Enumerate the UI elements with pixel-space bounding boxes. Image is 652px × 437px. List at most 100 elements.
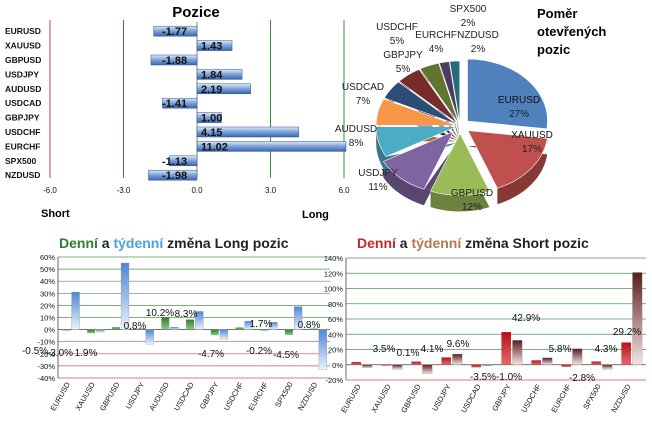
bar-usdcad xyxy=(162,97,198,109)
short-axis-ticks: 140% 120% 100% 80% 60% 40% 20% 0% -20% xyxy=(324,254,344,385)
long-label: Long xyxy=(302,209,329,221)
tick-3: 80% xyxy=(328,300,343,309)
slice-name-xauusd: XAUUSD xyxy=(511,130,553,141)
daily-bar-eurchf xyxy=(260,329,269,331)
slice-gbpusd xyxy=(430,132,490,196)
weekly-bar-xauusd xyxy=(392,364,403,370)
title-daily: Denní xyxy=(357,235,397,251)
daily-bar-usdjpy xyxy=(441,357,451,365)
tick-5: 40% xyxy=(328,330,343,339)
tick-2: 40% xyxy=(40,277,55,286)
slice-nzdusd xyxy=(438,61,460,124)
daily-bar-usdcad xyxy=(471,364,481,368)
category-usdchf: USDCHF xyxy=(5,127,40,137)
value-label-5: 8.3% xyxy=(175,309,198,320)
pie-labels: EURUSD 27% XAUUSD 17% GBPUSD 12% USDJPY 11% AUDU… xyxy=(335,4,553,213)
title-rest: změna Short pozic xyxy=(461,235,589,251)
long-change-title: Denní a týdenní změna Long pozic xyxy=(59,235,289,251)
daily-bar-nzdusd xyxy=(309,328,318,330)
pie-slices xyxy=(375,58,548,196)
pie-title-line1: Poměr xyxy=(537,6,577,21)
bar-usdchf xyxy=(196,126,299,138)
value-label-9: 4.3% xyxy=(595,344,618,355)
slice-pct-eurchf: 4% xyxy=(429,44,444,55)
value-nzdusd: -1.98 xyxy=(162,170,187,182)
weekly-bar-usdcad xyxy=(482,364,493,366)
title-weekly: týdenní xyxy=(113,235,164,251)
tick-1: 50% xyxy=(40,265,55,274)
pie-title-line2: otevřených xyxy=(537,24,606,39)
category-usdchf: USDCHF xyxy=(222,380,246,412)
value-label-8: -2.8% xyxy=(569,373,595,384)
slice-name-usdchf: USDCHF xyxy=(376,22,418,33)
daily-bar-usdcad xyxy=(186,319,194,330)
tick-0: 60% xyxy=(40,253,55,262)
category-usdjpy: USDJPY xyxy=(124,381,147,411)
slice-depth-gbpusd xyxy=(430,149,490,212)
value-label-4: 10.2% xyxy=(146,308,174,319)
daily-bar-gbpusd xyxy=(411,361,421,365)
daily-bar-eurusd xyxy=(62,329,71,331)
category-usdcad: USDCAD xyxy=(459,382,483,414)
value-label-2: 1.9% xyxy=(75,348,98,359)
tick-0: -6.0 xyxy=(43,186,57,195)
slice-name-gbpjpy: GBPJPY xyxy=(383,50,423,61)
slice-name-usdcad: USDCAD xyxy=(342,82,384,93)
weekly-bar-usdchf xyxy=(244,320,253,330)
category-gbpjpy: GBPJPY xyxy=(198,381,221,411)
slice-pct-spx500: 2% xyxy=(461,18,476,29)
value-label-3: 0.8% xyxy=(124,321,147,332)
category-eurusd: EURUSD xyxy=(5,26,41,36)
bar-spx500 xyxy=(169,155,198,167)
daily-bar-gbpjpy xyxy=(501,332,511,365)
category-audusd: AUDUSD xyxy=(147,380,171,412)
category-spx500: SPX500 xyxy=(5,156,36,166)
weekly-bar-usdcad xyxy=(195,311,204,330)
slice-pct-gbpjpy: 5% xyxy=(396,64,411,75)
positions-category-labels: EURUSD XAUUSD GBPUSD USDJPY AUDUSD USDCAD GBPJ… xyxy=(5,26,41,180)
tick-6: 0% xyxy=(44,326,55,335)
tick-10: -40% xyxy=(37,374,55,383)
weekly-bar-eurchf xyxy=(572,348,583,365)
slice-pct-nzdusd: 2% xyxy=(471,44,486,55)
daily-bar-usdchf xyxy=(235,327,244,330)
short-label: Short xyxy=(41,208,70,220)
title-daily: Denní xyxy=(59,235,99,251)
short-bars xyxy=(351,272,643,375)
weekly-bar-gbpjpy xyxy=(512,340,523,365)
long-axis-ticks: 60% 50% 40% 30% 20% 10% 0% -10% -20% -30% -40% xyxy=(37,253,55,383)
category-gbpusd: GBPUSD xyxy=(399,382,423,414)
slice-spx500 xyxy=(449,60,461,124)
title-and: a xyxy=(98,235,114,251)
daily-bar-spx500 xyxy=(591,361,601,365)
value-label-0: 3.5% xyxy=(373,344,396,355)
value-usdchf: 4.15 xyxy=(201,127,222,139)
tick-0: 140% xyxy=(324,254,344,263)
value-gbpusd: -1.88 xyxy=(162,55,187,67)
category-usdjpy: USDJPY xyxy=(5,69,39,79)
slice-name-spx500: SPX500 xyxy=(450,4,487,15)
weekly-bar-spx500 xyxy=(602,364,613,370)
title-weekly: týdenní xyxy=(411,235,462,251)
tick-7: 0% xyxy=(332,361,343,370)
bar-audusd xyxy=(196,83,251,95)
slice-usdcad xyxy=(375,98,457,126)
value-label-7: 1.7% xyxy=(250,319,273,330)
slice-name-gbpusd: GBPUSD xyxy=(451,188,493,199)
daily-bar-xauusd xyxy=(87,329,96,334)
weekly-bar-usdjpy xyxy=(452,353,463,365)
short-change-title: Denní a týdenní změna Short pozic xyxy=(357,235,589,251)
slice-pct-usdcad: 7% xyxy=(356,96,371,107)
category-audusd: AUDUSD xyxy=(5,84,41,94)
daily-bar-usdjpy xyxy=(136,328,145,330)
tick-4: 20% xyxy=(40,301,55,310)
long-category-labels: EURUSD XAUUSD GBPUSD USDJPY AUDUSD USDCAD GBPJ… xyxy=(48,380,319,412)
category-usdcad: USDCAD xyxy=(5,98,41,108)
category-xauusd: XAUUSD xyxy=(73,380,97,412)
daily-bar-audusd xyxy=(161,317,170,330)
slice-name-nzdusd: NZDUSD xyxy=(457,30,499,41)
weekly-bar-audusd xyxy=(170,327,179,330)
category-eurchf: EURCHF xyxy=(5,141,40,151)
long-gridlines xyxy=(57,256,330,379)
